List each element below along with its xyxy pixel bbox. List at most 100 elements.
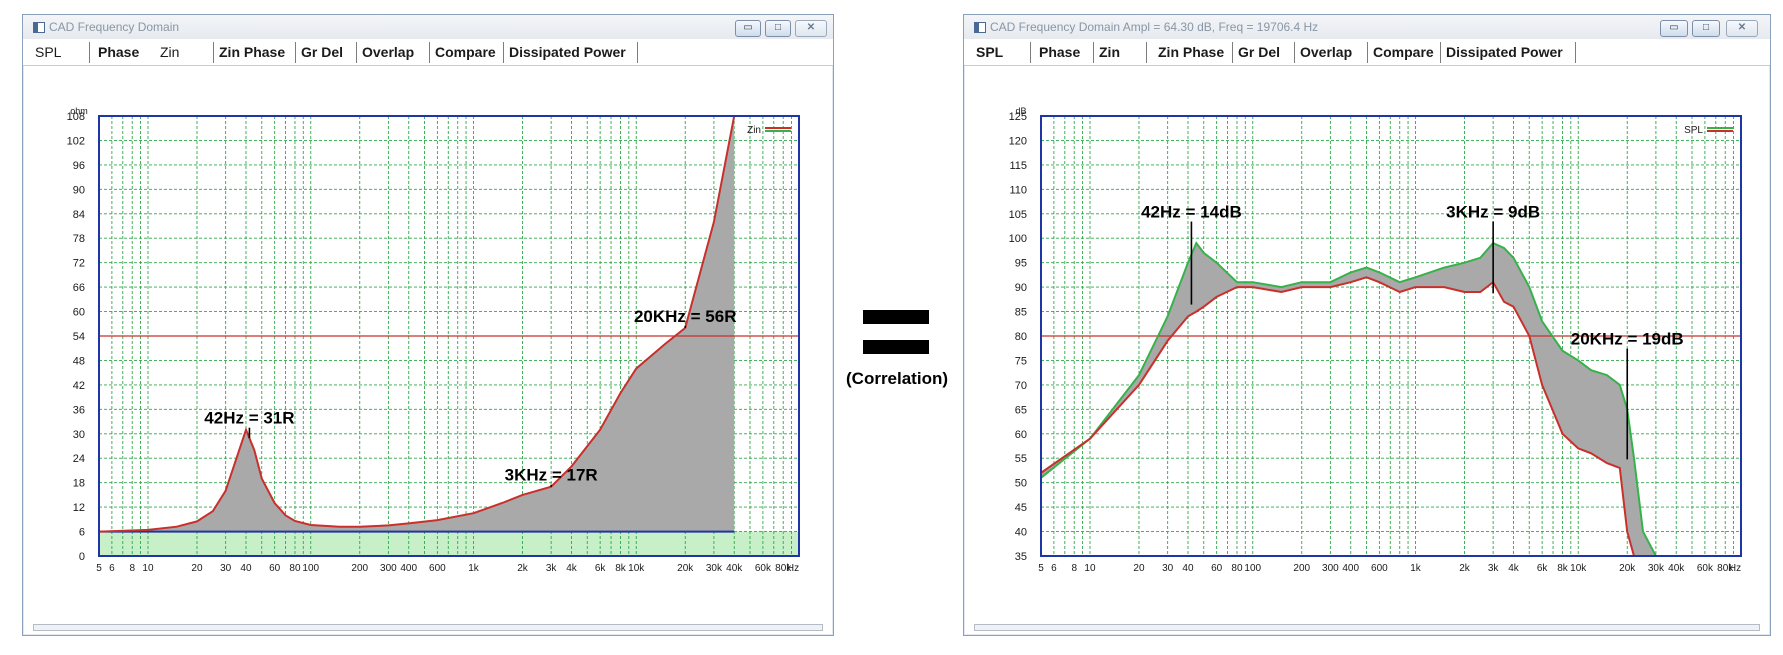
tab-dissipated-power[interactable]: Dissipated Power xyxy=(509,44,626,60)
tab-separator xyxy=(89,42,91,63)
zin-curve xyxy=(99,116,736,533)
x-tick-label: Hz xyxy=(787,563,799,574)
x-tick-label: 400 xyxy=(1342,563,1359,574)
x-tick-label: 1k xyxy=(1410,563,1422,574)
zin-chart[interactable]: 42Hz = 31R 3KHz = 17R 20KHz = 56R 0 6 12 18 24 3… xyxy=(23,66,833,621)
maximize-button[interactable]: □ xyxy=(1692,20,1720,37)
minimize-button[interactable]: ▭ xyxy=(1660,20,1688,37)
y-tick-label: 95 xyxy=(1015,258,1027,270)
tab-overlap[interactable]: Overlap xyxy=(362,44,415,60)
tab-overlap[interactable]: Overlap xyxy=(1300,44,1353,60)
y-tick-label: 55 xyxy=(1015,453,1027,465)
y-tick-label: 102 xyxy=(67,135,85,147)
minimize-button[interactable]: ▭ xyxy=(735,20,761,37)
tab-separator xyxy=(1440,42,1442,63)
x-tick-label: 20 xyxy=(1133,563,1145,574)
x-tick-label: 30k xyxy=(1648,563,1665,574)
maximize-button[interactable]: □ xyxy=(765,20,791,37)
tab-compare[interactable]: Compare xyxy=(435,44,496,60)
x-tick-label: 40 xyxy=(1182,563,1194,574)
y-tick-label: 66 xyxy=(73,282,85,294)
horizontal-scrollbar[interactable] xyxy=(974,624,1760,631)
tab-zin-phase[interactable]: Zin Phase xyxy=(219,44,286,60)
horizontal-scrollbar[interactable] xyxy=(33,624,823,631)
x-tick-label: 80k xyxy=(775,563,792,574)
tab-separator xyxy=(1030,42,1032,63)
annotation-label: 3KHz = 17R xyxy=(505,466,598,485)
tab-compare[interactable]: Compare xyxy=(1373,44,1434,60)
right-tab-bar: SPL Phase Zin Zin Phase Gr Del Overlap C… xyxy=(964,39,1770,66)
right-title-bar[interactable]: CAD Frequency Domain Ampl = 64.30 dB, Fr… xyxy=(964,15,1770,39)
legend-label: Zin xyxy=(747,125,761,136)
tab-phase[interactable]: Phase xyxy=(98,44,140,60)
tab-separator xyxy=(503,42,505,63)
y-tick-label: 45 xyxy=(1015,502,1027,514)
tab-phase[interactable]: Phase xyxy=(1039,44,1081,60)
x-tick-label: 3k xyxy=(546,563,558,574)
baseline-fill xyxy=(99,531,799,556)
x-tick-label: 60 xyxy=(269,563,281,574)
y-tick-label: 96 xyxy=(73,160,85,172)
y-tick-label: 35 xyxy=(1015,551,1027,563)
x-tick-label: 20k xyxy=(1619,563,1636,574)
y-tick-label: 18 xyxy=(73,478,85,490)
tab-zin[interactable]: Zin xyxy=(1099,44,1120,60)
spl-chart[interactable]: 42Hz = 14dB 3KHz = 9dB 20KHz = 19dB 35 40 45 5… xyxy=(964,66,1770,621)
x-tick-label: 300 xyxy=(1322,563,1339,574)
area-between-curves xyxy=(99,116,735,532)
x-tick-label: 60 xyxy=(1211,563,1223,574)
tab-separator xyxy=(356,42,358,63)
x-tick-label: 4k xyxy=(566,563,578,574)
x-tick-label: Hz xyxy=(1729,563,1741,574)
equals-sign-bottom-bar xyxy=(863,340,929,354)
x-tick-label: 10k xyxy=(628,563,645,574)
x-tick-label: 30 xyxy=(220,563,232,574)
tab-separator xyxy=(1093,42,1095,63)
y-tick-label: 65 xyxy=(1015,404,1027,416)
close-button[interactable]: ✕ xyxy=(795,20,827,37)
upper-spl-curve xyxy=(1041,241,1741,556)
tab-dissipated-power[interactable]: Dissipated Power xyxy=(1446,44,1563,60)
tab-zin[interactable]: Zin xyxy=(160,44,180,60)
x-tick-label: 8 xyxy=(129,563,135,574)
x-tick-label: 80k xyxy=(1717,563,1734,574)
left-title-bar[interactable]: CAD Frequency Domain ▭ □ ✕ xyxy=(23,15,833,39)
right-window: CAD Frequency Domain Ampl = 64.30 dB, Fr… xyxy=(963,14,1771,636)
equals-sign-top-bar xyxy=(863,310,929,324)
tab-spl[interactable]: SPL xyxy=(35,44,62,60)
left-tab-bar: SPL Phase Zin Zin Phase Gr Del Overlap C… xyxy=(23,39,833,66)
tab-zin-phase[interactable]: Zin Phase xyxy=(1158,44,1225,60)
x-tick-label: 200 xyxy=(351,563,368,574)
y-tick-label: 54 xyxy=(73,331,85,343)
window-title: CAD Frequency Domain xyxy=(49,20,180,34)
annotation-label: 42Hz = 14dB xyxy=(1141,203,1242,222)
x-tick-label: 6 xyxy=(109,563,115,574)
y-tick-label: 100 xyxy=(1009,233,1027,245)
annotation-label: 20KHz = 19dB xyxy=(1571,330,1684,349)
plot-frame xyxy=(1040,115,1742,557)
tab-gr-del[interactable]: Gr Del xyxy=(1238,44,1281,60)
x-tick-label: 40 xyxy=(240,563,252,574)
y-tick-label: 6 xyxy=(79,527,85,539)
close-button[interactable]: ✕ xyxy=(1726,20,1758,37)
tab-spl[interactable]: SPL xyxy=(976,44,1004,60)
x-tick-label: 10 xyxy=(142,563,154,574)
x-tick-label: 100 xyxy=(1244,563,1261,574)
x-tick-label: 6k xyxy=(1537,563,1549,574)
y-tick-label: 50 xyxy=(1015,478,1027,490)
y-tick-label: 12 xyxy=(73,502,85,514)
y-tick-label: 75 xyxy=(1015,355,1027,367)
x-tick-label: 600 xyxy=(429,563,446,574)
x-tick-label: 40k xyxy=(1668,563,1685,574)
app-icon xyxy=(974,22,986,33)
y-tick-label: 125 xyxy=(1009,111,1027,123)
y-tick-label: 48 xyxy=(73,355,85,367)
tab-separator xyxy=(637,42,639,63)
annotation-label: 3KHz = 9dB xyxy=(1446,203,1540,222)
tab-gr-del[interactable]: Gr Del xyxy=(301,44,344,60)
x-tick-label: 600 xyxy=(1371,563,1388,574)
x-tick-label: 2k xyxy=(517,563,529,574)
left-window: CAD Frequency Domain ▭ □ ✕ SPL Phase Zin… xyxy=(22,14,834,636)
x-tick-label: 8k xyxy=(1557,563,1569,574)
x-tick-label: 10k xyxy=(1570,563,1587,574)
